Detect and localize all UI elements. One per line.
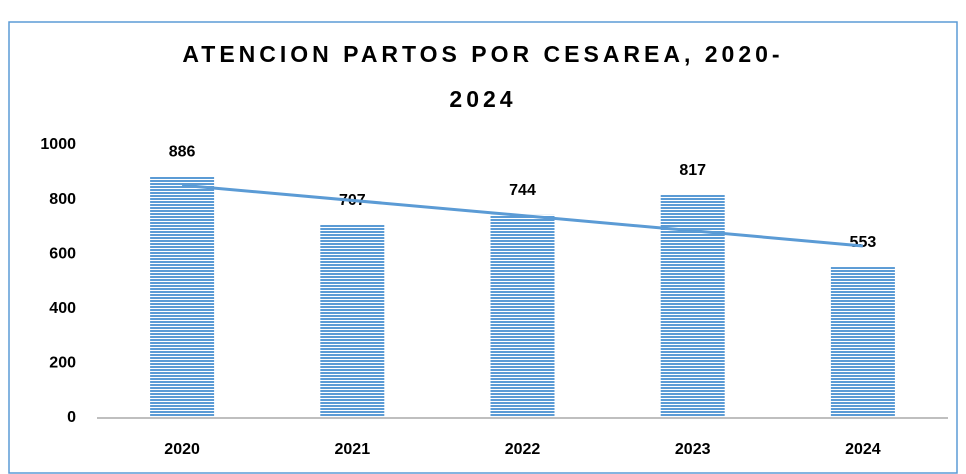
x-tick-label: 2023 xyxy=(675,441,711,458)
bar xyxy=(150,176,215,418)
x-tick-label: 2024 xyxy=(845,441,881,458)
x-tick-label: 2022 xyxy=(505,441,541,458)
y-tick-label: 800 xyxy=(49,191,76,208)
data-label: 817 xyxy=(679,162,706,179)
y-tick-label: 0 xyxy=(67,409,76,426)
data-label: 744 xyxy=(509,182,536,199)
chart-frame xyxy=(8,21,958,474)
bar xyxy=(490,214,555,418)
data-label: 553 xyxy=(850,234,877,251)
bar xyxy=(320,224,385,418)
bar xyxy=(830,267,895,418)
y-tick-label: 600 xyxy=(49,245,76,262)
x-tick-label: 2020 xyxy=(164,441,200,458)
y-tick-label: 1000 xyxy=(40,136,76,153)
y-tick-label: 400 xyxy=(49,300,76,317)
trendline xyxy=(181,183,864,248)
y-tick-label: 200 xyxy=(49,355,76,372)
data-label: 886 xyxy=(169,143,196,160)
chart-title: ATENCION PARTOS POR CESAREA, 2020-2024 xyxy=(182,41,784,112)
x-tick-label: 2021 xyxy=(335,441,371,458)
